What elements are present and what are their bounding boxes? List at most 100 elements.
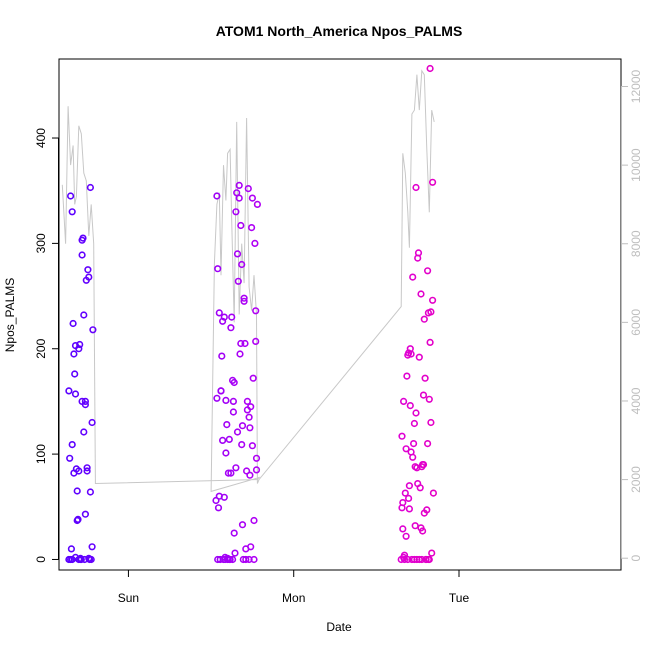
data-point	[221, 555, 229, 564]
data-point	[249, 374, 257, 382]
data-point	[252, 307, 260, 315]
data-point	[237, 221, 245, 230]
data-point	[73, 487, 81, 495]
data-point	[70, 350, 78, 358]
data-point	[68, 208, 76, 216]
data-point	[411, 522, 419, 530]
data-point	[243, 397, 251, 406]
data-point	[212, 496, 220, 505]
data-point	[414, 249, 423, 257]
data-point	[248, 224, 256, 232]
data-point	[213, 394, 221, 402]
data-point	[233, 428, 242, 436]
data-point	[227, 469, 235, 477]
y2-tick-label: 10000	[629, 148, 643, 182]
x-axis: Sun Mon Tue	[118, 569, 469, 605]
y2-tick-label: 2000	[629, 466, 643, 493]
y2-tick-label: 6000	[629, 309, 643, 336]
data-point	[429, 178, 437, 186]
data-point	[222, 396, 230, 405]
data-point	[230, 529, 238, 537]
data-point	[215, 492, 223, 500]
y-tick-label: 100	[34, 444, 48, 464]
secondary-series-line	[61, 69, 435, 493]
data-point	[225, 555, 233, 564]
data-point	[417, 524, 425, 532]
data-point	[214, 504, 223, 512]
x-tick-label: Mon	[282, 591, 305, 605]
data-point	[244, 185, 252, 193]
data-point	[222, 449, 230, 457]
data-point	[229, 397, 237, 406]
data-point	[219, 317, 227, 325]
data-point	[240, 294, 248, 302]
x-axis-label: Date	[326, 620, 352, 634]
x-tick-label: Sun	[118, 591, 139, 605]
data-point	[66, 454, 74, 462]
data-point	[419, 391, 428, 399]
data-point	[252, 466, 261, 474]
data-point	[71, 390, 80, 398]
data-point	[78, 236, 86, 244]
y2-tick-label: 8000	[629, 230, 643, 257]
data-point	[229, 376, 237, 385]
data-point	[407, 448, 415, 456]
data-point	[253, 200, 261, 208]
y2-tick-label: 4000	[629, 387, 643, 414]
data-point	[429, 296, 437, 304]
data-point	[246, 471, 254, 479]
data-point	[229, 408, 237, 416]
data-point	[213, 192, 221, 200]
data-point	[225, 435, 233, 444]
data-point	[69, 319, 77, 328]
data-point	[75, 467, 83, 475]
data-point	[252, 337, 260, 346]
data-point	[223, 421, 231, 429]
data-point	[427, 418, 435, 427]
chart-title: ATOM1 North_America Npos_PALMS	[216, 23, 463, 39]
data-point	[417, 290, 425, 298]
data-point	[228, 313, 236, 321]
data-point	[414, 480, 422, 488]
data-point	[88, 418, 96, 427]
y-tick-label: 300	[34, 233, 48, 253]
data-point	[78, 251, 86, 259]
data-point	[83, 467, 91, 475]
data-point	[402, 445, 410, 453]
y-axis-left: 0 100 200 300 400	[34, 128, 59, 563]
data-point	[75, 345, 83, 353]
data-point	[236, 350, 244, 358]
data-point	[406, 345, 414, 353]
data-point	[227, 324, 235, 332]
data-point	[405, 494, 413, 503]
data-point	[76, 340, 84, 349]
data-point	[81, 401, 89, 409]
data-point	[425, 395, 433, 403]
y2-tick-label: 0	[629, 555, 643, 562]
data-point	[67, 545, 75, 553]
plot-area-frame	[58, 58, 622, 571]
data-point	[232, 208, 240, 216]
data-point	[234, 277, 242, 285]
data-point	[412, 183, 420, 192]
data-point	[424, 440, 432, 448]
data-point	[252, 454, 261, 462]
data-point	[420, 315, 428, 323]
data-point	[400, 553, 408, 562]
data-point	[250, 555, 258, 564]
data-point	[214, 555, 222, 564]
y-axis-label: Npos_PALMS	[3, 278, 17, 352]
data-point	[71, 370, 79, 378]
data-point	[248, 442, 256, 450]
data-point	[398, 432, 406, 440]
data-point	[66, 192, 75, 200]
data-point	[73, 516, 81, 525]
data-point	[85, 273, 93, 281]
data-point	[415, 555, 423, 564]
data-point	[83, 464, 91, 472]
data-point	[405, 505, 414, 513]
data-point	[71, 553, 80, 562]
data-point	[231, 549, 239, 557]
data-point	[248, 194, 256, 202]
